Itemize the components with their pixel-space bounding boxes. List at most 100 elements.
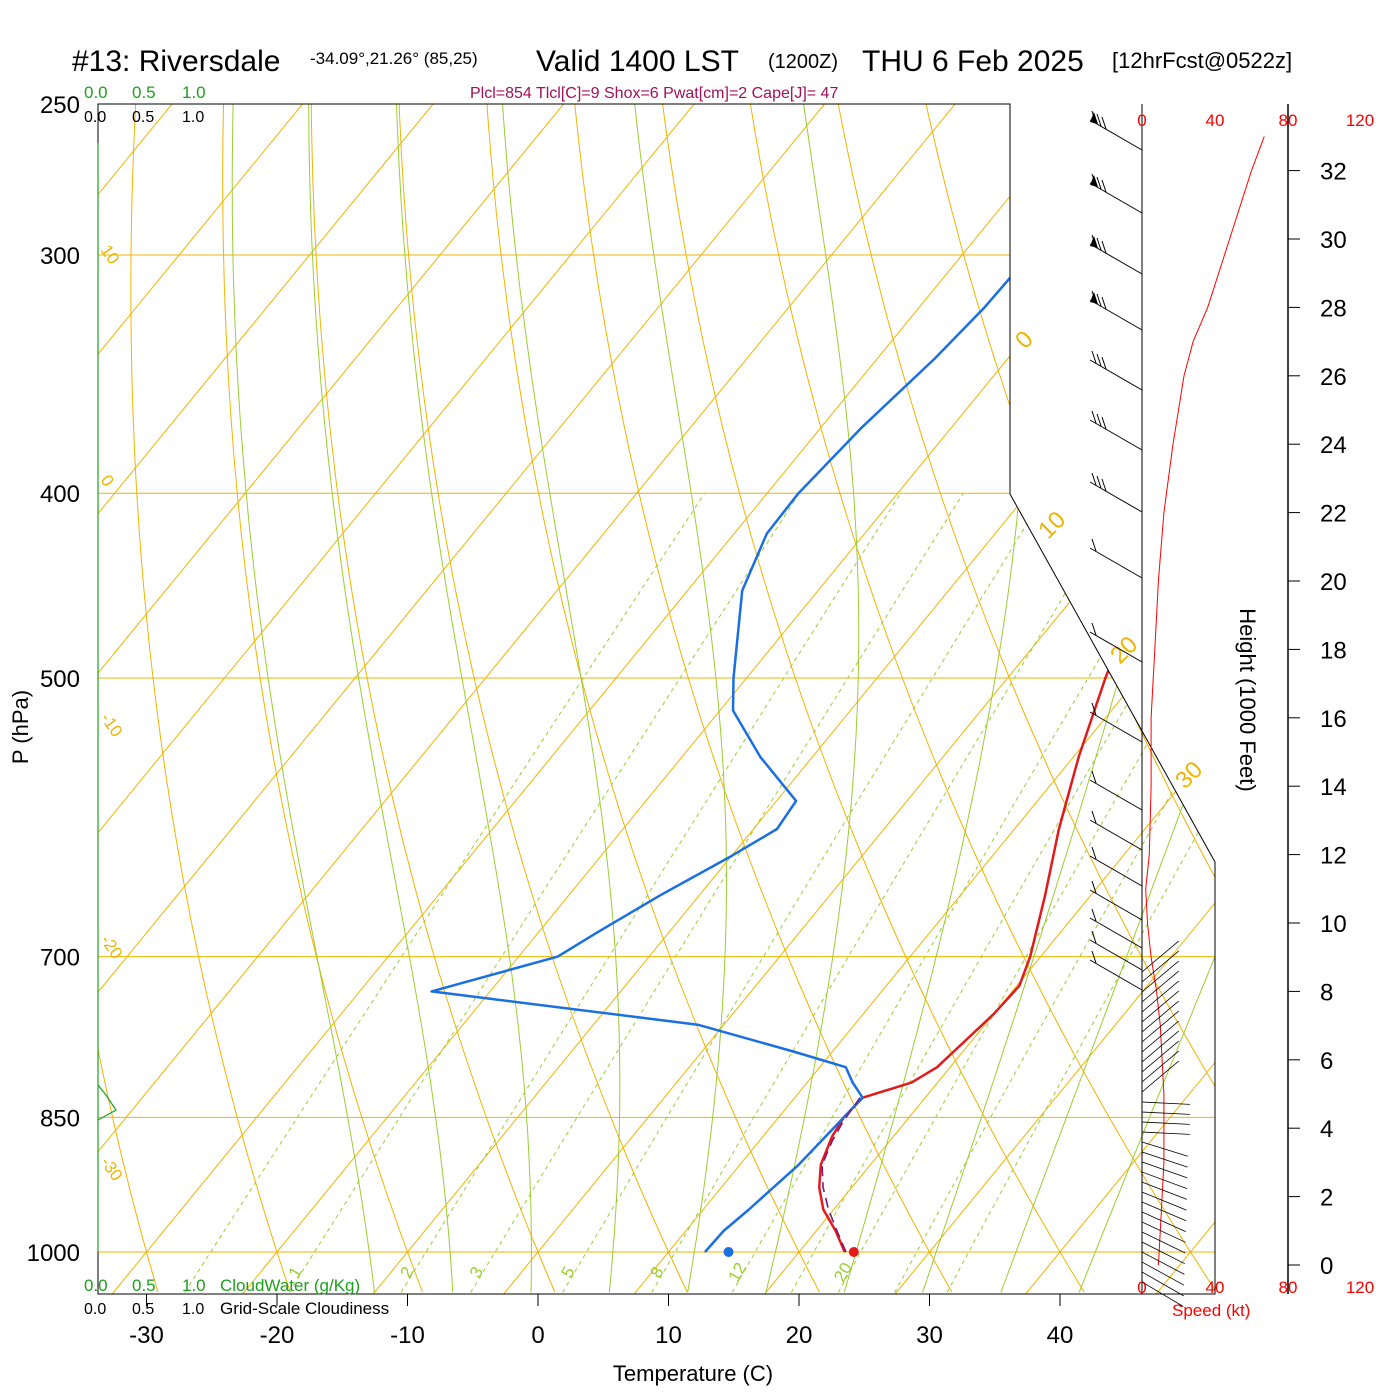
dry-adiabat-label: 0 xyxy=(1010,326,1039,355)
wind-barb-feather xyxy=(1091,702,1097,716)
profile-lines xyxy=(98,142,1215,1253)
dry-adiabat xyxy=(574,104,953,1293)
wind-barb-feather xyxy=(1096,176,1102,190)
wind-barb xyxy=(1089,350,1143,391)
dry-adiabat xyxy=(398,104,688,1293)
height-tick-label: 6 xyxy=(1320,1048,1333,1075)
wind-barb-feather xyxy=(1091,472,1097,486)
wind-barb-feather xyxy=(1091,538,1097,552)
speed-tick-label: 0 xyxy=(1137,1278,1146,1297)
wind-barb-staff xyxy=(1089,359,1143,391)
wind-barb xyxy=(1089,410,1143,451)
dry-adiabat xyxy=(925,104,1215,1293)
cloudiness-top-tick: 1.0 xyxy=(182,109,204,126)
mixing-ratio-line xyxy=(184,492,706,1293)
isotherm-line xyxy=(633,104,1215,1294)
wind-barb xyxy=(1089,908,1143,949)
moist-adiabat xyxy=(395,104,532,1293)
wind-barb-staff xyxy=(1141,1181,1187,1200)
mixing-ratio-line xyxy=(400,492,902,1293)
mixing-ratio-line xyxy=(837,492,1215,1293)
moist-adiabat xyxy=(231,104,375,1293)
height-tick-label: 16 xyxy=(1320,706,1347,733)
height-axis-label: Height (1000 Feet) xyxy=(1235,608,1260,791)
cloudiness-top-tick: 0.0 xyxy=(84,109,106,126)
dry-adiabat xyxy=(1365,104,1400,1292)
parcel-line xyxy=(821,1097,861,1253)
wind-barb-feather xyxy=(1091,290,1097,304)
wind-barb-feather xyxy=(1101,478,1107,492)
wind-barb-staff xyxy=(1089,855,1143,887)
moist-adiabat xyxy=(632,104,728,1293)
wind-barb-staff xyxy=(1089,243,1143,275)
wind-barb xyxy=(1141,1151,1188,1168)
wind-barb-feather xyxy=(1091,810,1097,824)
wind-barb-staff xyxy=(1141,1040,1179,1073)
moist-adiabat xyxy=(500,104,621,1293)
wind-barb xyxy=(1141,1111,1190,1115)
isotherm-line xyxy=(98,104,564,1294)
pressure-tick-label: 400 xyxy=(40,481,80,508)
height-tick-label: 14 xyxy=(1320,774,1347,801)
dry-adiabat xyxy=(662,104,1085,1293)
wind-barb-staff xyxy=(1089,711,1143,743)
wind-barb xyxy=(1141,1281,1184,1307)
mixing-ratio-line xyxy=(731,492,1199,1293)
wind-barb xyxy=(1141,1271,1184,1297)
moist-adiabat xyxy=(1000,104,1215,1293)
x-tick-label: -10 xyxy=(390,1322,425,1349)
height-tick-label: 18 xyxy=(1320,637,1347,664)
wind-barb-feather xyxy=(1091,880,1097,894)
wind-barb xyxy=(1089,702,1143,743)
wind-barb-feather xyxy=(1096,353,1102,367)
mixing-ratio-line xyxy=(651,492,1127,1293)
x-tick-label: 0 xyxy=(531,1322,544,1349)
wind-barb-staff xyxy=(1141,1151,1188,1168)
cloudwater-label: CloudWater (g/Kg) xyxy=(220,1276,360,1295)
valid-date: THU 6 Feb 2025 xyxy=(862,45,1084,78)
wind-barb-staff xyxy=(1141,1131,1190,1135)
mixing-ratio-label: 2 xyxy=(396,1263,417,1281)
isotherm-label: 10 xyxy=(97,241,123,267)
cloudwater-top-tick: 0.0 xyxy=(84,83,108,102)
wind-barb-staff xyxy=(1141,1221,1186,1243)
speed-tick-label: 40 xyxy=(1206,111,1225,130)
x-tick-label: 30 xyxy=(916,1322,943,1349)
wind-barb xyxy=(1141,1211,1186,1232)
wind-barb xyxy=(1141,1040,1179,1073)
x-tick-label: 20 xyxy=(786,1322,813,1349)
wind-barb-staff xyxy=(1089,481,1143,513)
dry-adiabat xyxy=(1277,104,1400,1292)
wind-barb-staff xyxy=(1089,889,1143,921)
cloudwater-bottom-tick: 0.5 xyxy=(132,1276,156,1295)
height-tick-label: 8 xyxy=(1320,979,1333,1006)
wind-barb xyxy=(1141,1121,1190,1125)
height-tick-label: 10 xyxy=(1320,911,1347,938)
wind-barb xyxy=(1089,930,1143,971)
wind-barb-staff xyxy=(1141,1101,1190,1105)
mixing-ratio-line xyxy=(470,492,964,1293)
wind-barb-feather xyxy=(1091,350,1097,364)
height-tick-label: 26 xyxy=(1320,364,1347,391)
wind-barb-staff xyxy=(1089,819,1143,851)
mixing-ratio-line xyxy=(946,492,1215,1293)
wind-barb-feather xyxy=(1091,846,1097,860)
wind-barb xyxy=(1141,1050,1179,1083)
speed-tick-label: 80 xyxy=(1279,111,1298,130)
wind-barb-feather xyxy=(1101,356,1107,370)
wind-barb-staff xyxy=(1141,1191,1187,1211)
wind-barb-staff xyxy=(1141,980,1179,1013)
y-axis-label: P (hPa) xyxy=(8,690,33,764)
wind-barb xyxy=(1141,1020,1179,1053)
wind-barb-staff xyxy=(1141,1281,1184,1307)
wind-barb xyxy=(1089,770,1143,811)
pressure-tick-label: 250 xyxy=(40,92,80,119)
wind-barb-staff xyxy=(1089,939,1143,971)
wind-barb xyxy=(1141,940,1179,973)
zulu-time: (1200Z) xyxy=(768,51,838,73)
wind-barb-staff xyxy=(1141,1060,1179,1093)
cloudwater-bottom-tick: 1.0 xyxy=(182,1276,206,1295)
wind-barb-staff xyxy=(1141,940,1179,973)
wind-barb-staff xyxy=(1089,182,1143,214)
wind-barb-staff xyxy=(1089,779,1143,811)
